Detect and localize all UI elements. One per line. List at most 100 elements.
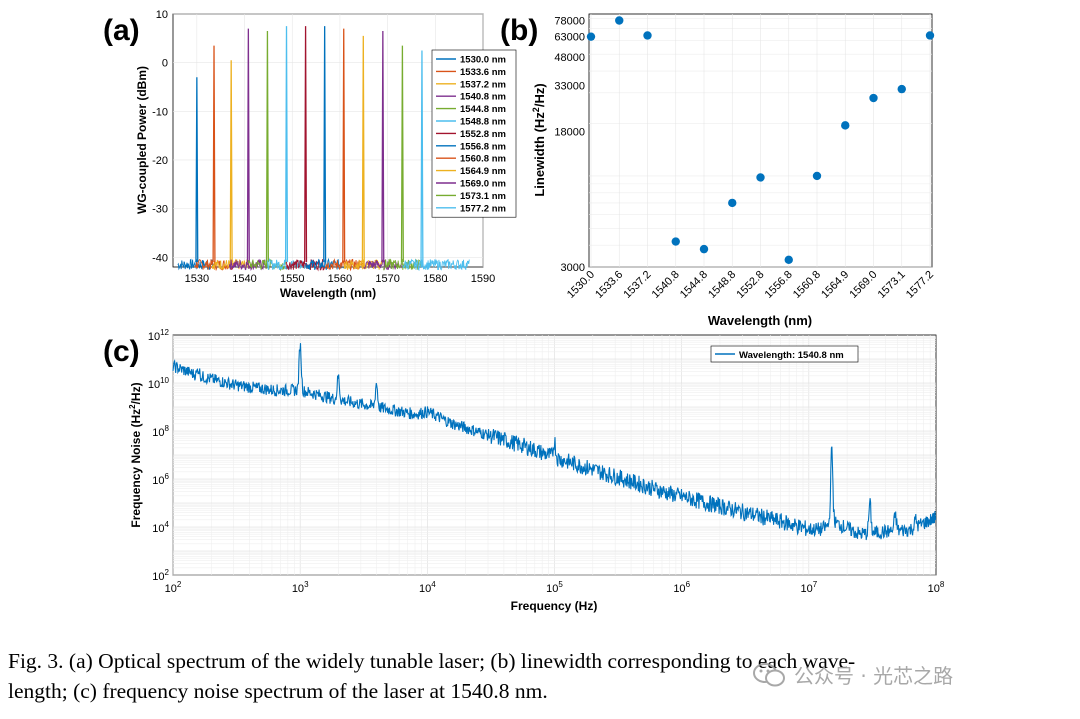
caption-line-2: length; (c) frequency noise spectrum of …: [8, 679, 548, 703]
panel-b-point: [841, 121, 850, 130]
panel-c-ytick-label: 1010: [148, 376, 170, 391]
panel-a-ylabel: WG-coupled Power (dBm): [135, 66, 149, 214]
panel-b-ylabel-end: /Hz): [532, 83, 547, 107]
panel-a-ytick-label: -20: [152, 155, 168, 167]
panel-b-xtick-label: 1556.8: [763, 269, 795, 301]
panel-b-point: [671, 237, 680, 246]
panel-b-point: [897, 84, 906, 94]
panel-a-peak: [304, 26, 308, 263]
watermark-text: 公众号 · 光芯之路: [794, 664, 954, 688]
watermark: 公众号 · 光芯之路: [752, 660, 953, 689]
panel-a-legend-label: 1560.8 nm: [460, 154, 506, 165]
panel-c-xtick-label: 103: [292, 580, 309, 595]
panel-c-xtick-label: 108: [928, 580, 945, 595]
panel-a-xtick-label: 1570: [375, 273, 399, 285]
panel-c-noise-line: [172, 343, 937, 541]
panel-a-ticks: 1530 1540 1550 1560 1570 1580 1590 10 0 -10 -20 -30…: [152, 9, 495, 285]
panel-a-ytick-label: 0: [162, 58, 168, 70]
panel-c-legend: Wavelength: 1540.8 nm: [710, 345, 859, 363]
panel-a-legend-label: 1537.2 nm: [460, 79, 506, 90]
panel-c-xtick-label: 107: [800, 580, 817, 595]
wechat-icon: [753, 662, 785, 686]
panel-a-peak: [381, 31, 385, 263]
panel-a-legend-label: 1556.8 nm: [460, 141, 506, 152]
caption-line-1: Fig. 3. (a) Optical spectrum of the wide…: [8, 649, 856, 673]
panel-a-legend-label: 1548.8 nm: [460, 117, 506, 128]
panel-a-peak: [342, 28, 346, 263]
panel-b-ytick-label: 3000: [561, 262, 585, 274]
panel-a-xtick-label: 1580: [423, 273, 447, 285]
panel-a-peak: [195, 77, 199, 263]
panel-a-noise-floor: [305, 257, 344, 270]
panel-a-ytick-label: -10: [152, 106, 168, 118]
panel-b-ytick-label: 18000: [554, 126, 585, 138]
panel-a-noise-floor: [402, 258, 470, 272]
panel-b-point: [643, 31, 652, 40]
panel-c-ylabel-sup: 2: [128, 404, 137, 409]
panel-b-xtick-label: 1544.8: [678, 269, 710, 301]
panel-c-legend-label: Wavelength: 1540.8 nm: [739, 350, 844, 361]
panel-a-noise-floor: [177, 258, 216, 271]
panel-b-point: [756, 173, 765, 182]
panel-b-xtick-label: 1573.1: [876, 269, 908, 301]
panel-a-noise-floor: [324, 258, 363, 272]
panel-a-xtick-label: 1540: [232, 273, 256, 285]
panel-c-ytick-label: 102: [152, 568, 169, 583]
panel-a-xtick-label: 1530: [185, 273, 209, 285]
panel-b-xlabel: Wavelength (nm): [708, 313, 812, 328]
panel-b-xtick-label: 1552.8: [734, 269, 766, 301]
panel-b-ytick-label: 33000: [554, 81, 585, 93]
panel-b-point: [586, 32, 596, 41]
panel-b-point: [699, 244, 709, 254]
panel-b-point: [812, 171, 822, 181]
panel-a-xtick-label: 1550: [280, 273, 304, 285]
panel-a-noise-floor: [363, 259, 402, 270]
panel-a-axes: [172, 13, 484, 268]
panel-a-peak: [284, 26, 289, 263]
figure-caption: Fig. 3. (a) Optical spectrum of the wide…: [8, 646, 1072, 706]
panel-b-xtick-label: 1540.8: [650, 269, 682, 301]
panel-a-peak: [323, 26, 327, 263]
panel-c-xtick-label: 104: [419, 580, 436, 595]
panel-a-peak: [246, 28, 250, 263]
panel-a-legend-label: 1552.8 nm: [460, 129, 506, 140]
panel-a-legend-label: 1577.2 nm: [460, 203, 506, 214]
panel-a-ytick-label: 10: [156, 9, 168, 21]
panel-b-xtick-label: 1548.8: [706, 269, 738, 301]
panel-b-xtick-label: 1569.0: [847, 269, 879, 301]
panel-b-xtick-label: 1560.8: [791, 269, 823, 301]
panel-a-legend-label: 1530.0 nm: [460, 55, 506, 66]
panel-a-legend-label: 1564.9 nm: [460, 166, 506, 177]
panel-b-xtick-label: 1537.2: [621, 269, 653, 301]
panel-a-label: (a): [103, 14, 140, 47]
panel-b-label: (b): [500, 14, 538, 47]
panel-a-ytick-label: -30: [152, 204, 168, 216]
panel-a-legend-label: 1533.6 nm: [460, 67, 506, 78]
panel-c-ylabel-end: /Hz): [129, 382, 143, 404]
panel-a-peak: [361, 35, 365, 263]
panel-c-xlabel: Frequency (Hz): [511, 599, 598, 613]
panel-a-peak: [265, 31, 269, 263]
panel-b-linewidth: (b) 1530.01533.61537.21540.81544.81548.8…: [500, 13, 936, 328]
panel-b-xtick-label: 1577.2: [904, 269, 936, 301]
panel-c-legend-box: [710, 345, 859, 363]
panel-b-ytick-label: 63000: [554, 32, 585, 44]
panel-c-frequency-noise: (c) 102 103 104 105 106 107 108 102 104 106 108 101…: [103, 328, 945, 613]
panel-b-ylabel-sup: 2: [531, 107, 541, 112]
panel-a-xtick-label: 1560: [328, 273, 352, 285]
panel-b-xtick-label: 1564.9: [819, 269, 851, 301]
panel-c-trace: [172, 343, 937, 541]
panel-c-ytick-label: 104: [152, 520, 169, 535]
panel-a-xtick-label: 1590: [471, 273, 495, 285]
panel-b-ytick-label: 48000: [554, 52, 585, 64]
panel-a-peak: [400, 45, 404, 263]
panel-a-peak: [229, 60, 233, 263]
panel-a-traces: [177, 26, 470, 272]
panel-b-ytick-label: 78000: [554, 16, 585, 28]
panel-a-grid: [173, 13, 484, 267]
panel-b-ylabel-main: Linewidth (Hz: [532, 112, 547, 197]
panel-a-peak: [420, 50, 424, 263]
panel-b-points: [586, 16, 935, 264]
